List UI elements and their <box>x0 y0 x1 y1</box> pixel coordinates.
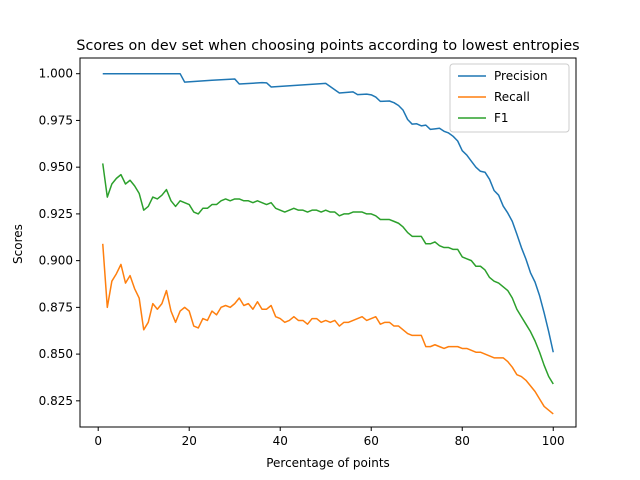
y-tick-label: 0.925 <box>39 207 73 221</box>
legend: Precision Recall F1 <box>449 63 570 133</box>
y-axis: 0.825 0.850 0.875 0.900 0.925 0.950 0.975 1.000 <box>39 67 80 408</box>
axes-frame <box>79 57 577 428</box>
y-tick-label: 0.850 <box>39 347 73 361</box>
y-tick-label: 0.900 <box>39 254 73 268</box>
x-tick-label: 0 <box>94 434 102 448</box>
x-tick-label: 100 <box>542 434 565 448</box>
x-tick-label: 80 <box>455 434 470 448</box>
plot-area <box>102 72 554 415</box>
x-tick-label: 60 <box>364 434 379 448</box>
legend-box <box>449 63 570 133</box>
y-tick-label: 0.875 <box>39 300 73 314</box>
x-axis: 0 20 40 60 80 100 <box>94 427 565 448</box>
series-line-f1 <box>102 163 554 385</box>
legend-label: Recall <box>494 90 530 104</box>
series-line-recall <box>102 243 554 415</box>
legend-label: F1 <box>494 111 509 125</box>
legend-label: Precision <box>494 69 548 83</box>
y-tick-label: 0.950 <box>39 160 73 174</box>
x-tick-label: 40 <box>273 434 288 448</box>
x-axis-label: Percentage of points <box>266 456 390 470</box>
y-tick-label: 1.000 <box>39 67 73 81</box>
y-tick-label: 0.975 <box>39 113 73 127</box>
y-tick-label: 0.825 <box>39 394 73 408</box>
x-tick-label: 20 <box>182 434 197 448</box>
y-axis-label: Scores <box>11 224 25 264</box>
chart-title: Scores on dev set when choosing points a… <box>76 38 579 54</box>
series-line-precision <box>102 72 554 353</box>
